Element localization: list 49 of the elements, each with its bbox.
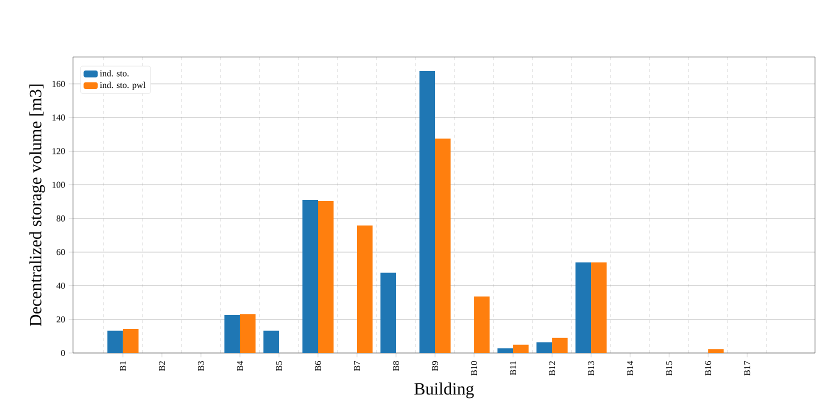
bar	[380, 272, 396, 353]
y-tick-label: 60	[56, 249, 65, 256]
bar	[552, 338, 568, 353]
x-axis-title: Building	[414, 382, 474, 398]
x-tick-label: B15	[666, 361, 672, 376]
x-tick-label: B8	[392, 361, 400, 371]
y-tick-label: 20	[56, 316, 65, 322]
bar	[497, 348, 514, 353]
x-tick-label: B12	[549, 361, 556, 376]
x-tick-label: B11	[510, 361, 516, 376]
y-tick-label: 120	[52, 148, 65, 154]
bar	[302, 200, 318, 353]
x-tick-label: B4	[237, 360, 243, 371]
bar	[435, 138, 451, 353]
x-tick-label: B3	[198, 361, 204, 371]
y-tick-label: 40	[56, 282, 65, 289]
bar	[575, 262, 592, 353]
bar	[474, 296, 490, 353]
y-tick-label: 100	[52, 182, 65, 188]
bar	[224, 314, 240, 353]
x-tick-label: B10	[471, 361, 478, 376]
x-tick-label: B16	[705, 361, 712, 376]
bar	[122, 328, 139, 353]
x-tick-label: B7	[354, 361, 360, 371]
bar	[357, 226, 373, 353]
bar	[708, 349, 724, 353]
x-tick-label: B17	[744, 361, 750, 376]
y-tick-label: 0	[61, 350, 65, 356]
bar	[419, 70, 436, 353]
x-tick-label: B9	[432, 361, 438, 371]
bar	[536, 342, 552, 353]
bar	[107, 330, 123, 353]
y-tick-label: 80	[56, 215, 65, 222]
legend-label: ind. sto.	[100, 70, 129, 76]
y-axis-title: Decentralized storage volume [m3]	[29, 84, 45, 326]
bar	[318, 200, 334, 353]
y-tick-label: 140	[52, 114, 65, 121]
bar	[263, 330, 279, 353]
x-tick-label: B1	[120, 361, 126, 371]
x-tick-label: B14	[627, 360, 634, 376]
x-tick-label: B6	[314, 361, 322, 371]
legend-label: ind. sto. pwl	[100, 82, 146, 90]
bar	[240, 314, 256, 353]
x-tick-label: B5	[276, 361, 282, 371]
x-tick-label: B13	[588, 361, 594, 376]
bar	[591, 262, 607, 353]
y-tick-label: 160	[52, 80, 65, 87]
x-tick-label: B2	[158, 361, 165, 371]
bar	[513, 344, 529, 353]
